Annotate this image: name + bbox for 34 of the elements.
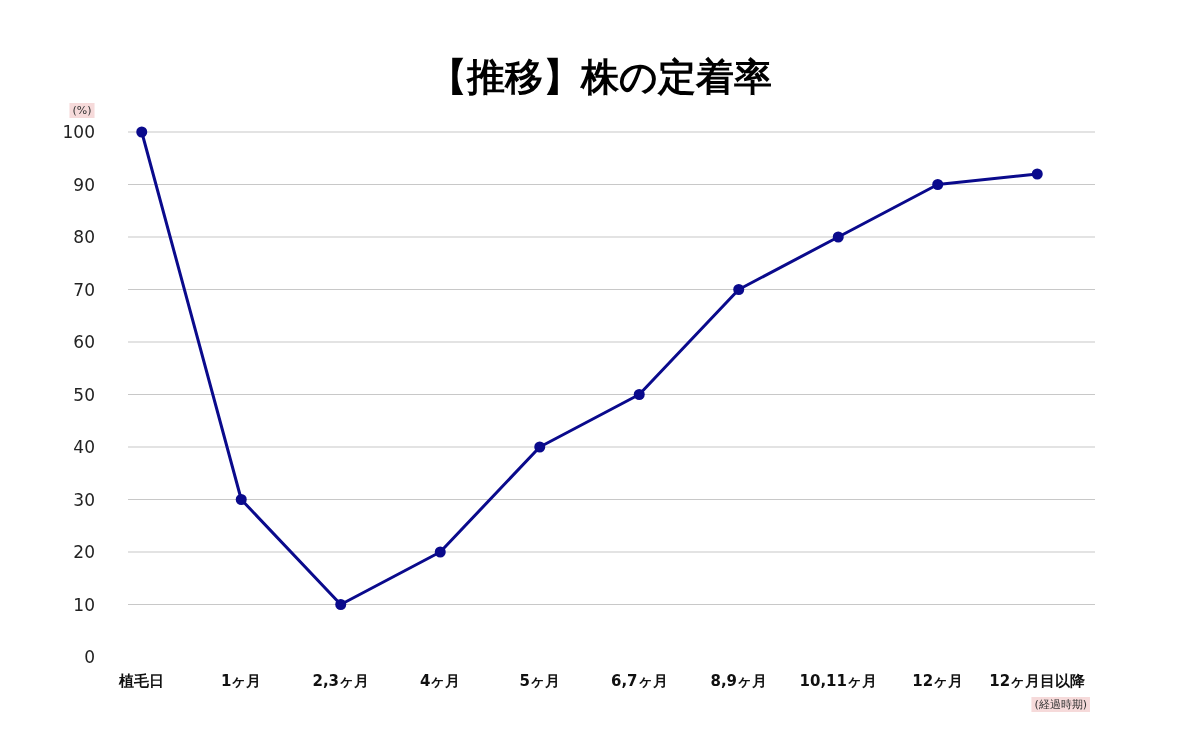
y-tick-label: 60 [73, 332, 95, 352]
x-tick-label: 1ヶ月 [221, 672, 262, 690]
y-tick-label: 50 [73, 384, 95, 405]
y-tick-label: 30 [73, 489, 95, 510]
y-tick-label: 90 [73, 174, 95, 195]
x-tick-label: 6,7ヶ月 [610, 672, 668, 690]
point [633, 389, 645, 400]
point [534, 441, 546, 453]
point [434, 546, 446, 558]
point [235, 494, 247, 505]
x-tick-label: 5ヶ月 [519, 672, 560, 690]
point [1031, 168, 1043, 180]
chart-title: 【推移】株の定着率 [428, 55, 772, 99]
point [932, 179, 944, 190]
point [136, 126, 148, 138]
x-tick-label: 4ヶ月 [420, 672, 461, 690]
point [335, 599, 347, 610]
x-tick-label: 12ヶ月目以降 [989, 672, 1087, 690]
y-tick-label: 10 [73, 594, 95, 615]
y-tick-label: 0 [84, 647, 95, 667]
y-tick-label: 40 [73, 437, 95, 457]
x-tick-label: 植毛日 [118, 672, 165, 690]
y-tick-label: 70 [73, 279, 95, 300]
x-tick-label: 10,11ヶ月 [799, 672, 877, 690]
y-tick-label: 80 [73, 227, 95, 247]
y-tick-label: 20 [73, 542, 95, 562]
y-axis-title: (%) [72, 104, 92, 117]
x-tick-label: 8,9ヶ月 [710, 672, 768, 690]
point [832, 231, 844, 243]
x-axis-title: (経過時期) [1034, 698, 1087, 711]
x-tick-label: 12ヶ月 [912, 672, 964, 690]
y-tick-label: 100 [62, 122, 95, 142]
point [733, 284, 745, 295]
x-tick-label: 2,3ヶ月 [312, 672, 370, 690]
